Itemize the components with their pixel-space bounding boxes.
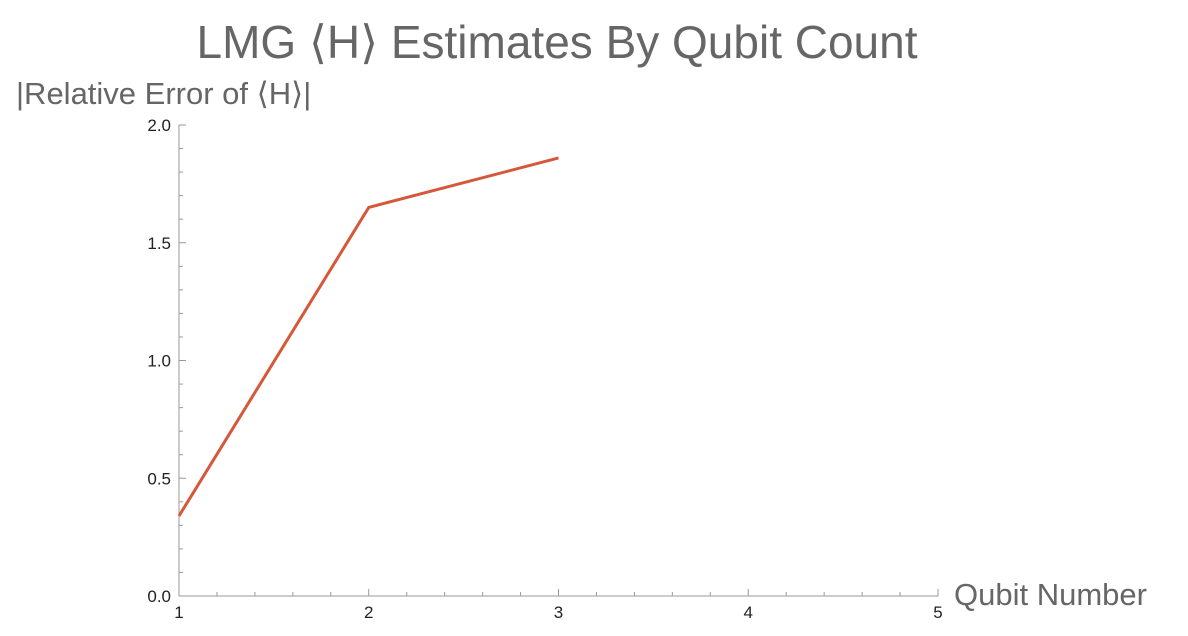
x-tick-label: 5 [933, 603, 942, 622]
y-tick-label: 0.5 [147, 469, 171, 488]
y-tick-label: 2.0 [147, 116, 171, 135]
chart-title: LMG ⟨H⟩ Estimates By Qubit Count [196, 16, 917, 68]
series [177, 156, 559, 517]
y-tick-label: 1.5 [147, 234, 171, 253]
x-tick-label: 2 [364, 603, 373, 622]
y-axis-label: |Relative Error of ⟨H⟩| [16, 76, 311, 111]
x-tick-label: 1 [174, 603, 183, 622]
x-tick-label: 4 [744, 603, 753, 622]
series-line [177, 156, 559, 517]
axes [178, 125, 938, 597]
x-axis-label: Qubit Number [954, 577, 1147, 612]
y-tick-label: 0.0 [147, 587, 171, 606]
y-tick-label: 1.0 [147, 352, 171, 371]
ticks: 1 2 3 4 5 0.0 0.5 1.0 1.5 2.0 [147, 116, 942, 622]
x-tick-label: 3 [554, 603, 563, 622]
